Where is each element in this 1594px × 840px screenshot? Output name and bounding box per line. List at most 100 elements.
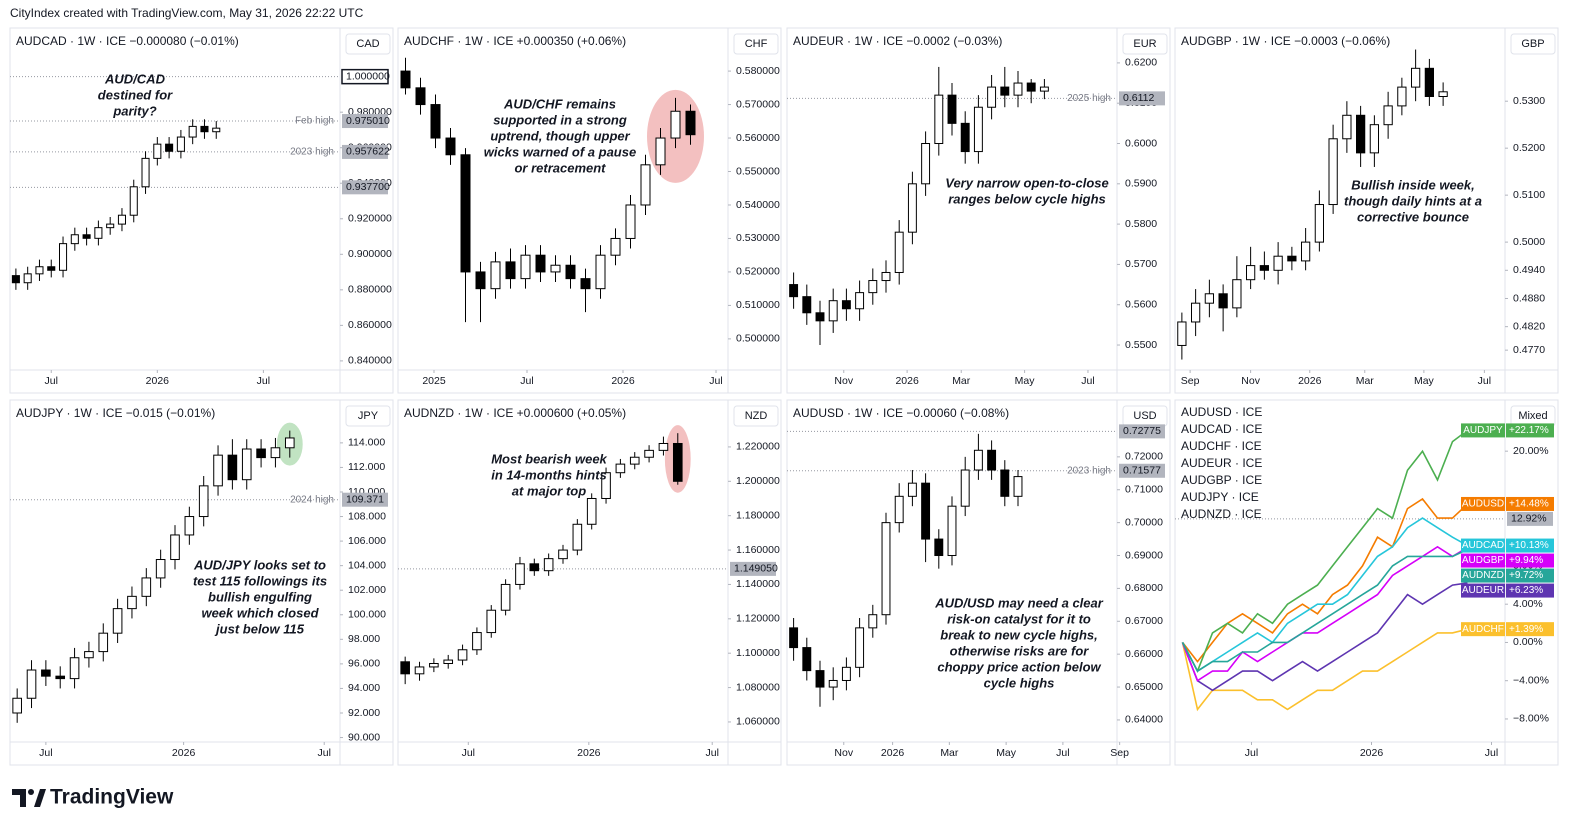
candle-body — [586, 497, 597, 525]
candle-body — [881, 271, 891, 282]
annotation: break to new cycle highs, — [940, 627, 1098, 642]
y-tick-label: 0.5600 — [1125, 299, 1157, 311]
candle-body — [117, 214, 127, 225]
value-label: +6.23% — [1509, 585, 1543, 596]
x-tick-label: Mar — [940, 747, 959, 759]
level-box — [1507, 511, 1553, 526]
annotation: test 115 followings its — [193, 573, 327, 588]
y-tick-label: 0.70000 — [1125, 516, 1163, 528]
panel-frame — [1174, 27, 1559, 394]
panel: AUDUSD · 1W · ICE −0.00060 (−0.08%) USD 0.… — [786, 399, 1171, 766]
y-tick-label: 0.500000 — [736, 333, 780, 345]
x-tick-label: 2026 — [172, 747, 196, 759]
level-box — [342, 144, 388, 159]
y-tick-label: 0.69000 — [1125, 549, 1163, 561]
y-tick-label: 20.00% — [1513, 445, 1549, 457]
candle-body — [284, 437, 295, 449]
series-tag-box — [1461, 423, 1505, 438]
candle-body — [558, 549, 568, 560]
y-tick-label: 106.000 — [348, 535, 386, 547]
annotation: week which closed — [201, 605, 319, 620]
candle-body — [98, 632, 109, 653]
x-tick-label: 2026 — [895, 375, 919, 387]
candle-body — [129, 186, 138, 216]
candle-body — [580, 278, 591, 290]
candle-body — [11, 275, 20, 284]
y-tick-label: 96.000 — [348, 658, 380, 670]
x-tick-label: 2026 — [1298, 375, 1322, 387]
y-tick-label: 0.510000 — [736, 299, 780, 311]
candle-body — [445, 137, 456, 156]
y-tick-label: 0.530000 — [736, 232, 780, 244]
x-tick-label: 2026 — [146, 375, 170, 387]
currency-label: NZD — [745, 410, 768, 422]
x-tick-label: Jul — [520, 375, 533, 387]
candle-body — [414, 666, 425, 675]
tradingview-logo — [12, 789, 46, 807]
x-tick-label: Jul — [1245, 747, 1258, 759]
candle-body — [595, 254, 606, 290]
candle-body — [565, 264, 576, 280]
series-tag: AUDNZD — [1462, 570, 1504, 581]
y-tick-label: 108.000 — [348, 510, 386, 522]
candle-body — [69, 657, 80, 680]
candle-body — [535, 254, 546, 273]
candle-body — [1039, 86, 1049, 92]
candle-body — [615, 463, 626, 474]
candle-body — [176, 136, 185, 152]
panel-title: AUDCAD · 1W · ICE −0.000080 (−0.01%) — [16, 34, 239, 48]
level-box — [1119, 463, 1165, 478]
value-label: +14.48% — [1509, 499, 1549, 510]
x-tick-label: Sep — [1110, 747, 1129, 759]
candle-body — [1438, 91, 1448, 98]
y-tick-label: 1.140000 — [736, 578, 780, 590]
annotation: ranges below cycle highs — [948, 191, 1106, 206]
level-label: 0.6112 — [1123, 92, 1154, 104]
candle-body — [200, 125, 209, 133]
panel: AUDJPY · 1W · ICE −0.015 (−0.01%) JPY 90.0… — [9, 399, 394, 766]
candle-body — [921, 482, 931, 540]
candle-body — [188, 125, 197, 138]
level-name: 2025 high — [1067, 93, 1111, 104]
level-box — [1119, 424, 1165, 439]
level-name: 2024 high — [290, 494, 334, 505]
candle-body — [141, 157, 150, 188]
x-tick-label: Jul — [257, 375, 270, 387]
x-tick-label: Nov — [1241, 375, 1260, 387]
y-tick-label: 0.840000 — [348, 355, 392, 367]
value-label: +9.72% — [1509, 570, 1543, 581]
candle-body — [934, 538, 944, 557]
candle-body — [802, 647, 812, 672]
annotation: destined for — [98, 87, 173, 102]
currency-box — [733, 33, 779, 55]
y-tick-label: 0.00% — [1513, 636, 1543, 648]
annotation: otherwise risks are for — [950, 643, 1090, 658]
currency-box — [733, 405, 779, 427]
candle-body — [644, 449, 654, 458]
candle-body — [815, 312, 825, 322]
candle-body — [155, 559, 166, 579]
y-tick-label: 0.5100 — [1513, 189, 1545, 201]
candle-body — [1204, 293, 1214, 304]
level-label: 1.000000 — [346, 70, 390, 82]
candle-body — [658, 442, 669, 451]
annotation: Very narrow open-to-close — [945, 175, 1109, 190]
y-tick-label: 0.860000 — [348, 319, 392, 331]
candle-body — [841, 666, 851, 681]
candle-body — [256, 448, 266, 459]
y-tick-label: 0.5000 — [1513, 236, 1545, 248]
candle-body — [907, 482, 917, 497]
panel: AUDCAD · 1W · ICE −0.000080 (−0.01%) CAD 0… — [9, 27, 394, 394]
candle-body — [94, 227, 103, 239]
candle-body — [184, 516, 195, 536]
candle-body — [550, 264, 561, 273]
candle-body — [170, 534, 180, 561]
y-tick-label: 1.080000 — [736, 681, 780, 693]
level-box — [341, 68, 389, 85]
candle-body — [23, 273, 32, 284]
candle-body — [670, 110, 681, 139]
candle-body — [443, 659, 454, 665]
annotation: just below 115 — [214, 621, 305, 636]
x-tick-label: Nov — [834, 375, 853, 387]
